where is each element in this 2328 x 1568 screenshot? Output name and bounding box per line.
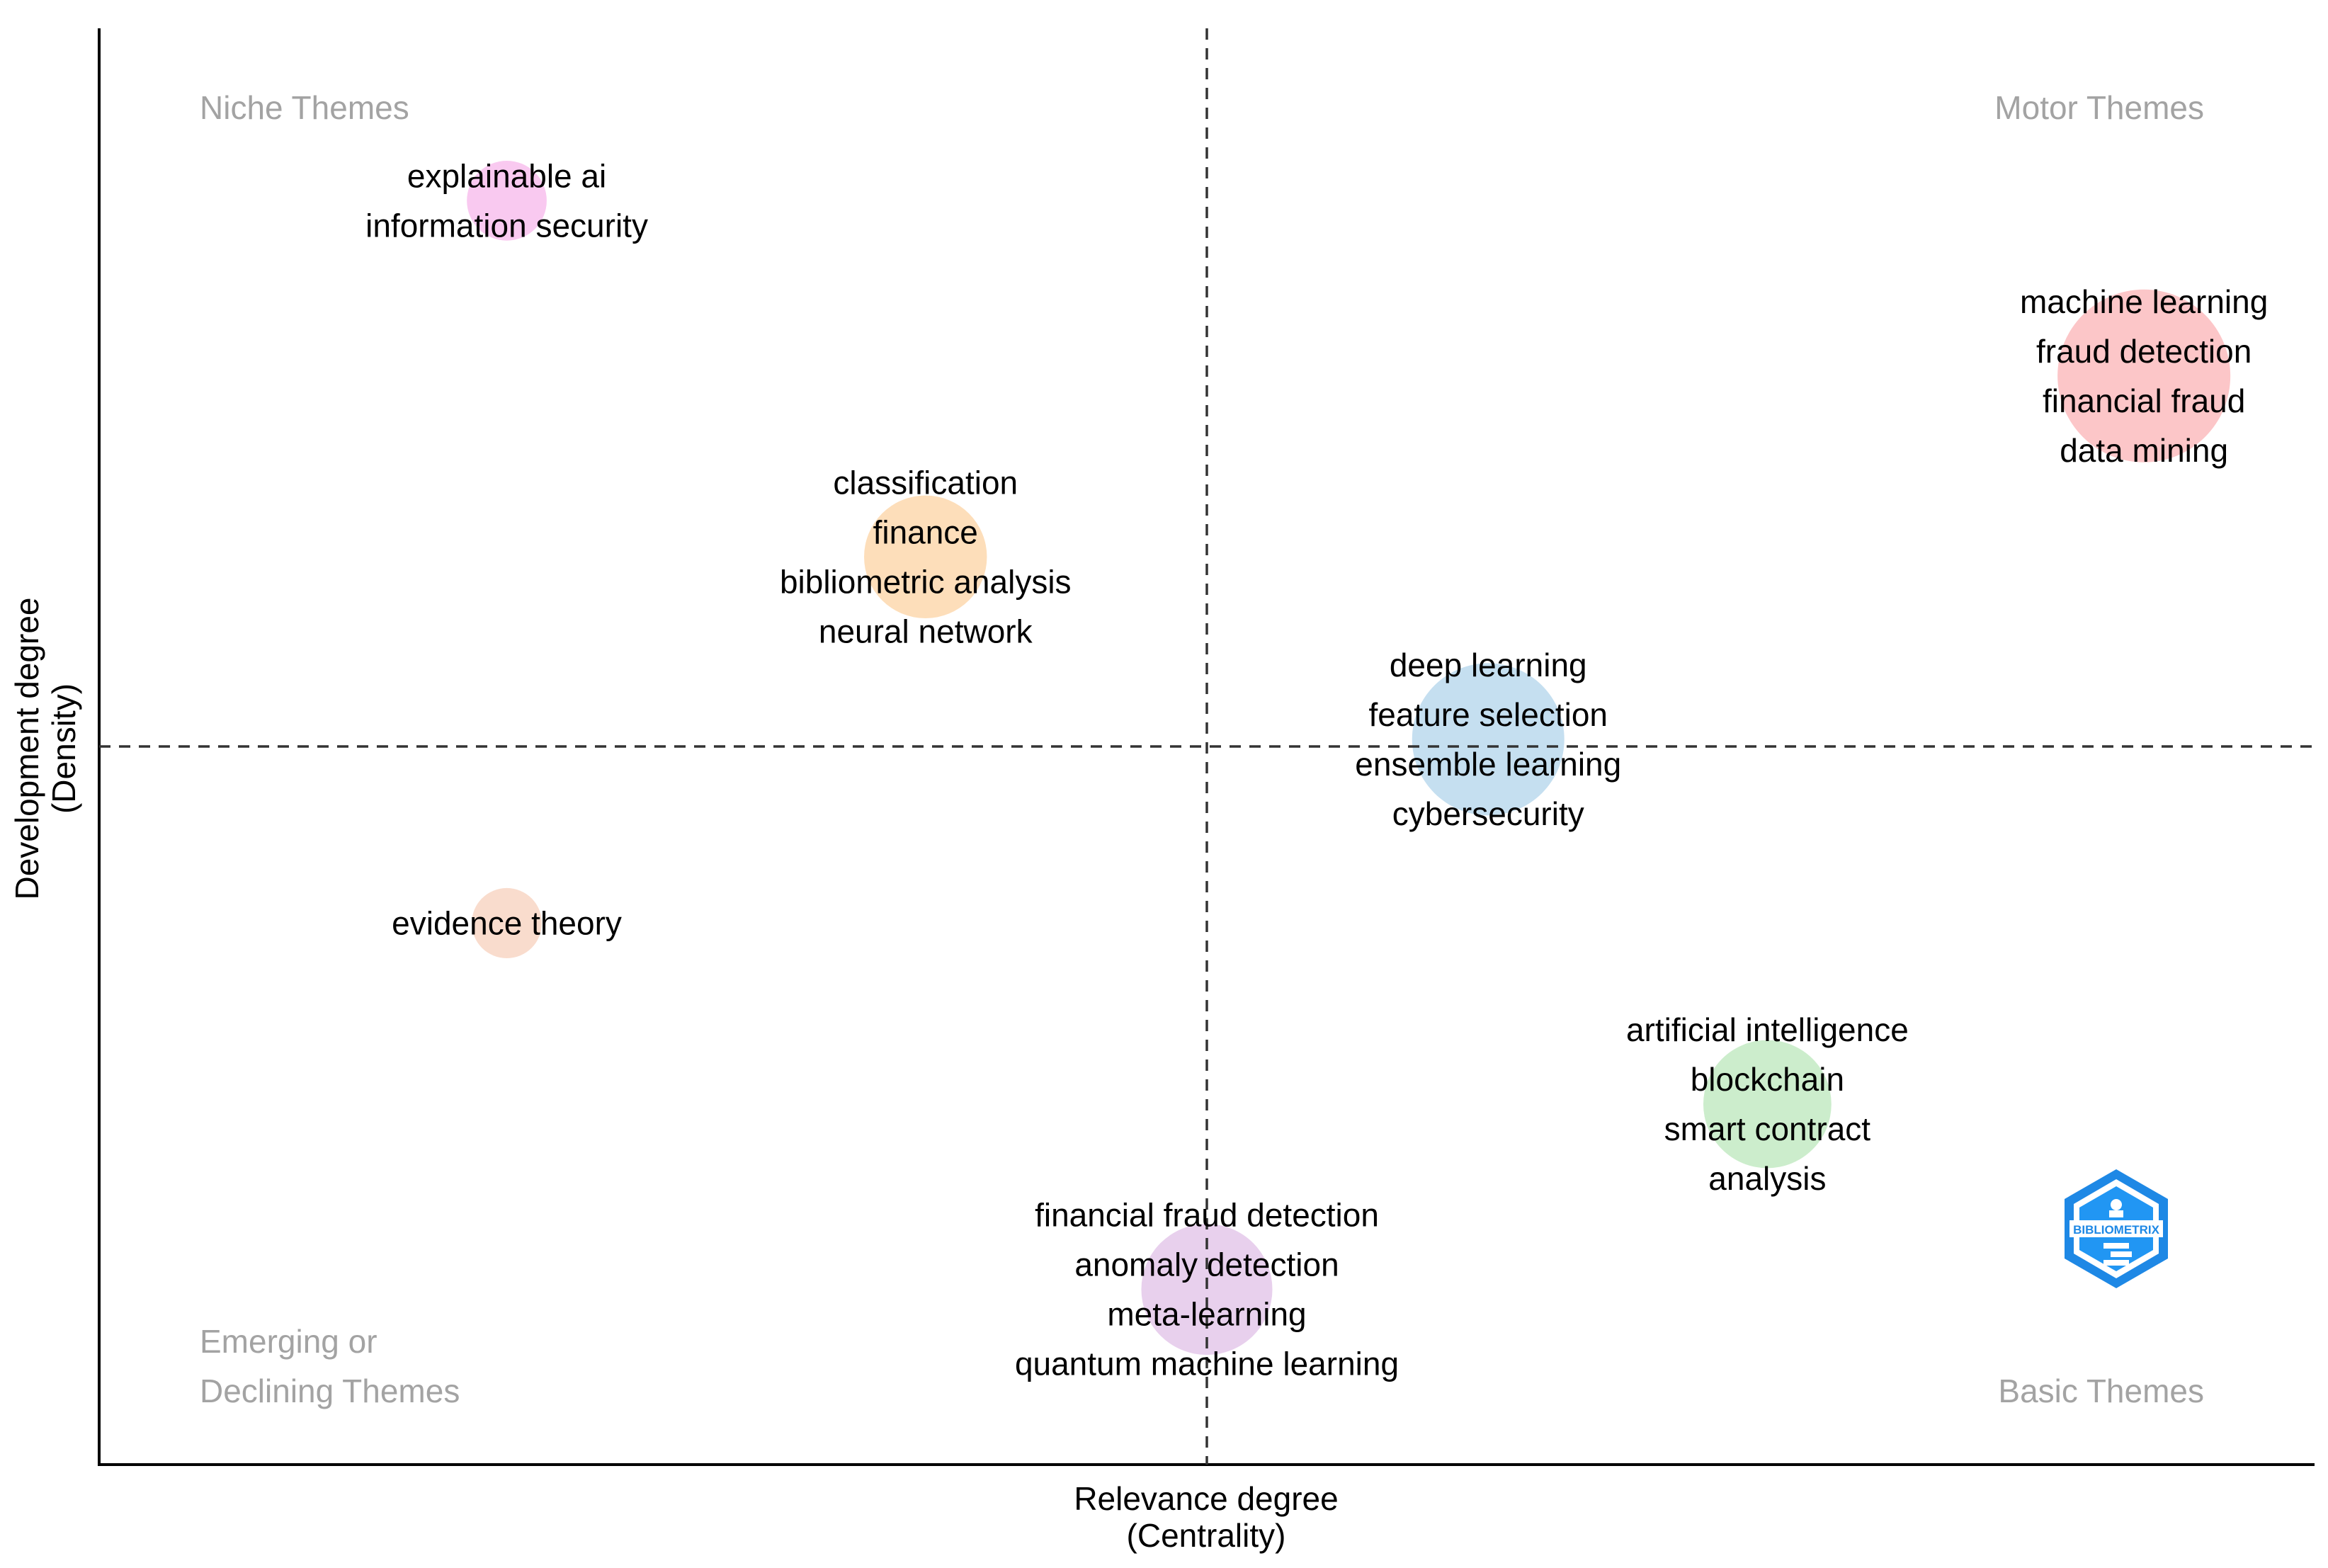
cluster-label-financial-fraud-detection-2: meta-learning xyxy=(1107,1296,1306,1333)
quadrant-label-basic: Basic Themes xyxy=(1998,1373,2204,1409)
y-axis-subtitle: (Density) xyxy=(45,683,82,814)
cluster-label-machine-learning-3: data mining xyxy=(2060,432,2228,469)
cluster-label-evidence-theory-0: evidence theory xyxy=(392,904,622,941)
cluster-label-deep-learning-3: cybersecurity xyxy=(1392,795,1584,832)
cluster-label-deep-learning-1: feature selection xyxy=(1368,696,1608,733)
quadrant-label-emerging-line2: Declining Themes xyxy=(200,1373,460,1409)
cluster-label-machine-learning-1: fraud detection xyxy=(2036,333,2252,370)
cluster-label-financial-fraud-detection-3: quantum machine learning xyxy=(1015,1346,1399,1382)
quadrant-label-niche: Niche Themes xyxy=(200,89,409,126)
cluster-label-deep-learning-0: deep learning xyxy=(1390,647,1587,683)
cluster-label-artificial-intelligence-3: analysis xyxy=(1708,1160,1826,1197)
cluster-label-explainable-ai-0: explainable ai xyxy=(407,157,606,194)
cluster-bubble-machine-learning xyxy=(2057,289,2231,462)
x-axis-title: Relevance degree xyxy=(1074,1480,1338,1517)
cluster-bubble-explainable-ai xyxy=(467,161,547,241)
cluster-label-machine-learning-2: financial fraud xyxy=(2043,382,2245,419)
cluster-bubble-artificial-intelligence xyxy=(1703,1040,1832,1169)
cluster-label-financial-fraud-detection-1: anomaly detection xyxy=(1074,1246,1339,1283)
cluster-bubble-classification xyxy=(864,495,987,619)
bibliometrix-logo-text: BIBLIOMETRIX xyxy=(2073,1223,2159,1237)
bibliometrix-logo-icon: BIBLIOMETRIX xyxy=(2065,1169,2168,1288)
cluster-label-financial-fraud-detection-0: financial fraud detection xyxy=(1035,1197,1379,1234)
cluster-label-classification-3: neural network xyxy=(819,613,1033,649)
cluster-label-deep-learning-2: ensemble learning xyxy=(1355,746,1621,783)
cluster-label-classification-1: finance xyxy=(873,513,978,550)
cluster-label-artificial-intelligence-0: artificial intelligence xyxy=(1626,1011,1909,1048)
cluster-label-classification-2: bibliometric analysis xyxy=(780,563,1072,600)
cluster-label-machine-learning-0: machine learning xyxy=(2020,283,2268,320)
cluster-bubble-deep-learning xyxy=(1412,663,1565,816)
cluster-label-explainable-ai-1: information security xyxy=(365,207,648,244)
quadrant-label-motor: Motor Themes xyxy=(1994,89,2204,126)
cluster-label-artificial-intelligence-1: blockchain xyxy=(1691,1061,1844,1098)
cluster-label-artificial-intelligence-2: smart contract xyxy=(1664,1110,1871,1147)
cluster-labels: explainable ai information security machin… xyxy=(365,157,2268,1382)
x-axis-subtitle: (Centrality) xyxy=(1127,1517,1286,1554)
cluster-bubble-financial-fraud-detection xyxy=(1141,1224,1273,1356)
cluster-bubble-evidence-theory xyxy=(472,887,543,958)
y-axis-title: Development degree xyxy=(8,597,45,899)
cluster-bubbles xyxy=(467,161,2231,1356)
quadrant-label-emerging-line1: Emerging or xyxy=(200,1323,377,1360)
cluster-label-classification-0: classification xyxy=(833,464,1018,501)
